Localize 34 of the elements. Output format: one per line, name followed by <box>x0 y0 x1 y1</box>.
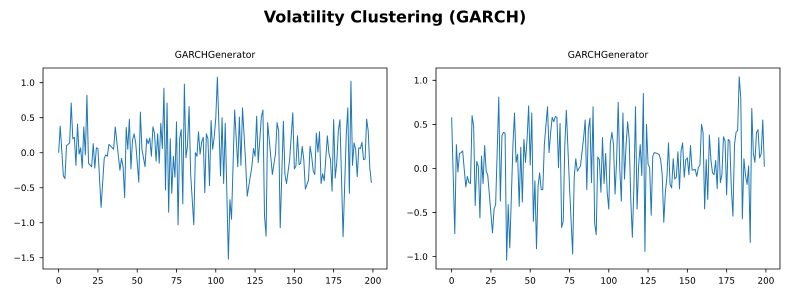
x-tick-label: 0 <box>56 277 61 284</box>
x-tick-label: 125 <box>248 277 263 284</box>
x-tick-label: 175 <box>326 277 342 284</box>
x-tick-label: 75 <box>172 277 182 284</box>
y-tick-label: −1.0 <box>407 253 428 260</box>
chart-title: GARCHGenerator <box>175 50 256 58</box>
x-tick-label: 100 <box>601 277 617 284</box>
y-tick-label: 0.5 <box>414 121 428 128</box>
x-tick-label: 125 <box>640 277 656 284</box>
x-tick-label: 50 <box>132 277 142 284</box>
x-tick-label: 200 <box>758 277 774 284</box>
x-tick-label: 150 <box>286 277 302 284</box>
x-tick-label: 200 <box>365 277 381 284</box>
x-tick-label: 75 <box>564 277 574 284</box>
line-series <box>451 76 765 261</box>
y-tick-label: 1.0 <box>414 77 428 84</box>
line-series <box>58 76 372 260</box>
y-tick-label: −0.5 <box>407 209 428 216</box>
y-tick-label: −0.5 <box>14 184 34 192</box>
y-tick-label: 0.0 <box>414 165 428 172</box>
text: Volatility Clustering (GARCH) <box>264 10 525 26</box>
chart-title: GARCHGenerator <box>568 50 648 58</box>
y-tick-label: −1.0 <box>14 219 34 226</box>
x-tick-label: 150 <box>680 277 696 284</box>
x-tick-label: 25 <box>92 277 103 284</box>
x-tick-label: 50 <box>525 277 536 284</box>
x-tick-label: 100 <box>208 277 224 284</box>
x-tick-label: 0 <box>449 277 454 284</box>
x-tick-label: 25 <box>486 277 496 284</box>
y-tick-label: 0.5 <box>21 114 34 122</box>
y-tick-label: −1.5 <box>14 254 34 262</box>
x-tick-label: 175 <box>719 277 734 284</box>
y-tick-label: 1.0 <box>22 79 34 86</box>
y-tick-label: 0.0 <box>21 149 34 156</box>
